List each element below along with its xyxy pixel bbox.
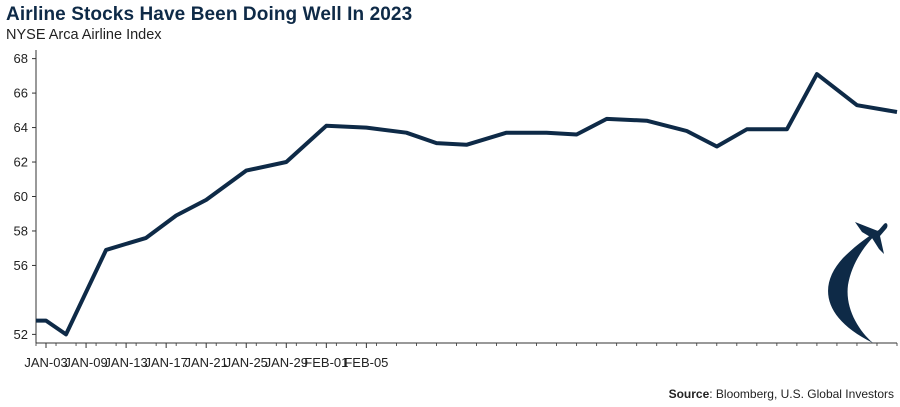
x-tick-label: FEB-01 bbox=[304, 355, 348, 370]
y-tick-label: 56 bbox=[14, 258, 28, 273]
series-line-nyse-arca-airline-index bbox=[36, 72, 898, 337]
y-tick-label: 66 bbox=[14, 86, 28, 101]
x-tick-label: JAN-25 bbox=[225, 355, 268, 370]
source-text: : Bloomberg, U.S. Global Investors bbox=[709, 387, 894, 401]
chart-axes: 52 56 58 60 62 64 66 68 JAN-03JAN-09JAN-13JAN-17… bbox=[14, 50, 898, 370]
x-tick-label: JAN-13 bbox=[104, 355, 147, 370]
source-note: Source: Bloomberg, U.S. Global Investors bbox=[669, 387, 894, 401]
x-tick-label: JAN-21 bbox=[185, 355, 228, 370]
airplane-takeoff-icon bbox=[828, 222, 888, 343]
x-tick-label: FEB-05 bbox=[344, 355, 388, 370]
y-tick-label: 64 bbox=[14, 120, 28, 135]
x-tick-label: JAN-03 bbox=[24, 355, 67, 370]
source-label: Source bbox=[668, 387, 710, 401]
y-tick-label: 62 bbox=[14, 155, 28, 170]
y-tick-label: 58 bbox=[14, 223, 28, 238]
x-tick-label: JAN-09 bbox=[64, 355, 107, 370]
series-group bbox=[36, 72, 898, 337]
x-tick-label: JAN-17 bbox=[144, 355, 187, 370]
chart-subtitle: NYSE Arca Airline Index bbox=[6, 27, 162, 43]
y-tick-label: 52 bbox=[14, 327, 28, 342]
y-tick-label: 60 bbox=[14, 189, 28, 204]
chart-title: Airline Stocks Have Been Doing Well In 2… bbox=[6, 4, 413, 25]
y-tick-label: 68 bbox=[14, 51, 28, 66]
x-tick-label: JAN-29 bbox=[265, 355, 308, 370]
